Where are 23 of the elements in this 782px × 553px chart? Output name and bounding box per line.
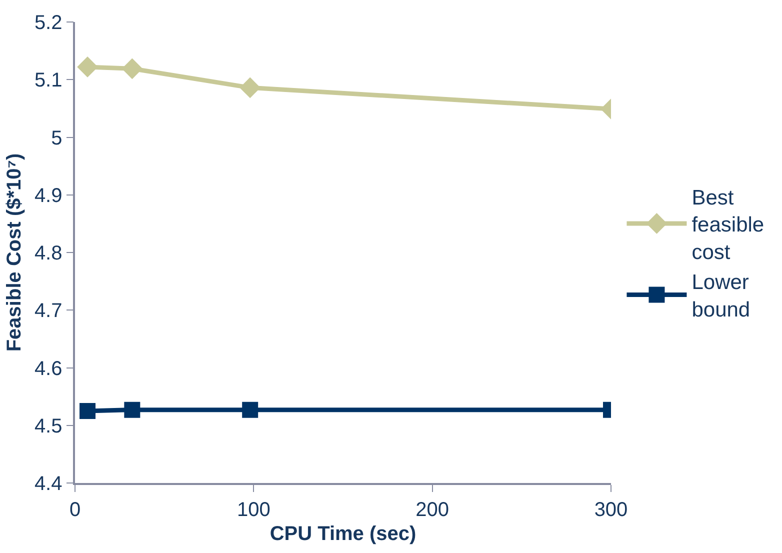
y-tick-label: 4.7 [34, 300, 62, 322]
point [80, 402, 96, 419]
legend-label: Best feasible cost [692, 186, 764, 264]
y-tick-label: 5 [51, 127, 62, 150]
y-tick-label: 4.6 [34, 358, 62, 380]
y-axis-title: Feasible Cost ($*10⁷) [3, 153, 26, 352]
x-tick-label: 0 [69, 498, 81, 521]
x-tick-label: 300 [594, 498, 628, 521]
x-axis-title: CPU Time (sec) [270, 522, 416, 545]
y-tick-label: 4.9 [34, 184, 62, 207]
y-tick-label: 4.5 [34, 415, 62, 438]
point [242, 402, 258, 418]
y-tick-label: 5.2 [34, 12, 62, 34]
x-tick-label: 200 [416, 498, 450, 521]
legend-label: Lower bound [692, 271, 750, 322]
y-tick-label: 4.4 [34, 473, 62, 495]
y-tick-label: 4.8 [34, 242, 62, 264]
y-tick-label: 5.1 [34, 70, 62, 92]
point [124, 402, 140, 418]
point [240, 77, 260, 98]
point [77, 56, 98, 78]
point [122, 58, 143, 80]
x-tick-label: 100 [236, 498, 270, 521]
